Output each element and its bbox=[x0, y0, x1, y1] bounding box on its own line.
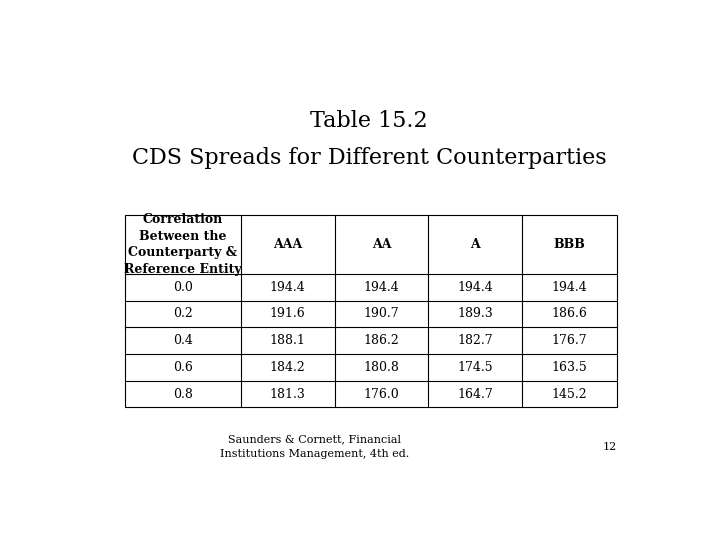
Text: 194.4: 194.4 bbox=[457, 281, 493, 294]
Text: A: A bbox=[471, 238, 480, 251]
Text: AAA: AAA bbox=[273, 238, 302, 251]
Text: 0.6: 0.6 bbox=[173, 361, 193, 374]
Text: 186.2: 186.2 bbox=[364, 334, 400, 347]
Text: CDS Spreads for Different Counterparties: CDS Spreads for Different Counterparties bbox=[132, 147, 606, 170]
Text: 163.5: 163.5 bbox=[552, 361, 588, 374]
Text: 176.7: 176.7 bbox=[552, 334, 588, 347]
Text: 194.4: 194.4 bbox=[270, 281, 305, 294]
Text: 186.6: 186.6 bbox=[552, 307, 588, 320]
Text: Saunders & Cornett, Financial
Institutions Management, 4th ed.: Saunders & Cornett, Financial Institutio… bbox=[220, 435, 410, 458]
Text: 184.2: 184.2 bbox=[270, 361, 305, 374]
Text: AA: AA bbox=[372, 238, 391, 251]
Text: 194.4: 194.4 bbox=[364, 281, 400, 294]
Text: 176.0: 176.0 bbox=[364, 388, 400, 401]
Text: 0.8: 0.8 bbox=[173, 388, 193, 401]
Text: Correlation
Between the
Counterparty &
Reference Entity: Correlation Between the Counterparty & R… bbox=[124, 213, 242, 276]
Text: Table 15.2: Table 15.2 bbox=[310, 110, 428, 132]
Text: 182.7: 182.7 bbox=[458, 334, 493, 347]
Text: 0.4: 0.4 bbox=[173, 334, 193, 347]
Text: 181.3: 181.3 bbox=[270, 388, 305, 401]
Text: 180.8: 180.8 bbox=[364, 361, 400, 374]
Text: 145.2: 145.2 bbox=[552, 388, 588, 401]
Text: BBB: BBB bbox=[554, 238, 585, 251]
Text: 174.5: 174.5 bbox=[458, 361, 493, 374]
Text: 191.6: 191.6 bbox=[270, 307, 305, 320]
Text: 164.7: 164.7 bbox=[457, 388, 493, 401]
Text: 194.4: 194.4 bbox=[552, 281, 588, 294]
Text: 0.0: 0.0 bbox=[173, 281, 193, 294]
Text: 188.1: 188.1 bbox=[270, 334, 305, 347]
Text: 190.7: 190.7 bbox=[364, 307, 400, 320]
Text: 0.2: 0.2 bbox=[173, 307, 193, 320]
Text: 12: 12 bbox=[603, 442, 616, 451]
Text: 189.3: 189.3 bbox=[457, 307, 493, 320]
